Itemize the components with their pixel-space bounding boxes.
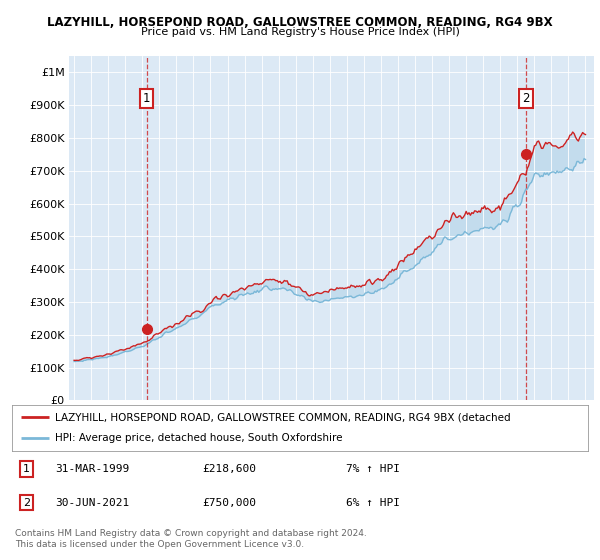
- Text: Price paid vs. HM Land Registry's House Price Index (HPI): Price paid vs. HM Land Registry's House …: [140, 27, 460, 37]
- Text: 7% ↑ HPI: 7% ↑ HPI: [346, 464, 400, 474]
- Text: 2: 2: [23, 498, 30, 507]
- Text: 1: 1: [23, 464, 30, 474]
- Text: £750,000: £750,000: [202, 498, 256, 507]
- Text: 1: 1: [143, 92, 151, 105]
- Text: 31-MAR-1999: 31-MAR-1999: [55, 464, 130, 474]
- Text: £218,600: £218,600: [202, 464, 256, 474]
- Text: Contains HM Land Registry data © Crown copyright and database right 2024.
This d: Contains HM Land Registry data © Crown c…: [15, 529, 367, 549]
- Text: 6% ↑ HPI: 6% ↑ HPI: [346, 498, 400, 507]
- Text: 2: 2: [522, 92, 530, 105]
- Text: HPI: Average price, detached house, South Oxfordshire: HPI: Average price, detached house, Sout…: [55, 433, 343, 444]
- Text: LAZYHILL, HORSEPOND ROAD, GALLOWSTREE COMMON, READING, RG4 9BX: LAZYHILL, HORSEPOND ROAD, GALLOWSTREE CO…: [47, 16, 553, 29]
- Text: LAZYHILL, HORSEPOND ROAD, GALLOWSTREE COMMON, READING, RG4 9BX (detached: LAZYHILL, HORSEPOND ROAD, GALLOWSTREE CO…: [55, 412, 511, 422]
- Text: 30-JUN-2021: 30-JUN-2021: [55, 498, 130, 507]
